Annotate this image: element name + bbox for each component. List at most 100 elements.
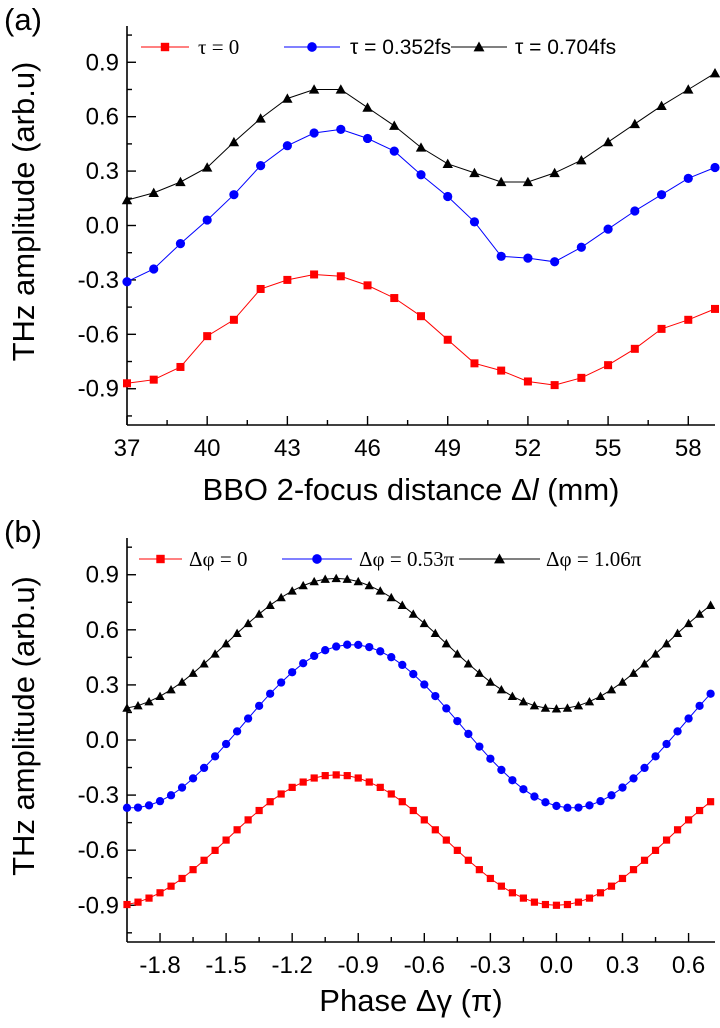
y-tick-label: -0.9 <box>78 892 119 919</box>
y-axis-title: THz amplitude (arb.u) <box>6 62 41 362</box>
data-point <box>550 381 559 390</box>
data-point <box>177 677 187 686</box>
data-point <box>298 580 308 590</box>
data-point <box>202 215 212 225</box>
x-tick-label: -0.3 <box>470 952 511 979</box>
data-point <box>299 778 307 786</box>
data-point <box>389 146 399 156</box>
data-point <box>188 668 198 677</box>
data-point <box>386 592 396 602</box>
x-axis-title-part: Δγ <box>416 983 453 1018</box>
data-point <box>178 874 186 883</box>
data-point <box>442 836 450 844</box>
data-point <box>497 765 506 775</box>
data-point <box>254 701 264 710</box>
data-point <box>508 889 516 897</box>
data-point <box>496 251 506 261</box>
y-tick-label: 0.9 <box>86 49 119 76</box>
x-axis-title-part: Δ <box>511 472 532 507</box>
data-point <box>573 700 584 710</box>
x-axis-title-part: BBO 2-focus distance <box>203 472 511 507</box>
legend-label: Δφ = 0 <box>189 547 247 571</box>
x-tick-label: 37 <box>114 435 141 462</box>
data-point <box>288 783 296 791</box>
y-tick-label: -0.3 <box>78 782 119 809</box>
data-point <box>523 253 533 263</box>
data-point <box>474 668 485 677</box>
data-point <box>122 803 132 812</box>
data-point <box>420 680 429 689</box>
data-point <box>562 703 573 712</box>
data-point <box>287 586 297 595</box>
data-point <box>453 846 461 854</box>
data-point <box>523 377 532 386</box>
data-point <box>243 714 253 723</box>
data-point <box>277 678 286 687</box>
data-point <box>210 752 220 761</box>
data-point <box>299 659 308 668</box>
data-point <box>416 170 426 180</box>
data-point <box>210 649 220 658</box>
x-tick-label: -1.5 <box>205 952 246 979</box>
data-point <box>155 691 165 701</box>
data-point <box>431 691 440 701</box>
series-0 <box>123 270 719 390</box>
data-point <box>629 118 641 129</box>
data-point <box>563 900 572 909</box>
legend-label: Δφ = 1.06π <box>546 547 642 571</box>
data-point <box>123 900 131 909</box>
data-point <box>277 790 285 798</box>
y-tick-label: 0.3 <box>86 672 119 699</box>
legend-marker <box>307 42 317 52</box>
data-point <box>508 776 517 785</box>
data-point <box>628 668 639 677</box>
data-point <box>595 691 606 701</box>
x-tick-label: 0.3 <box>606 952 639 979</box>
x-tick-label: -1.8 <box>139 952 180 979</box>
panel-label: (a) <box>4 2 42 37</box>
data-point <box>244 816 252 824</box>
data-point <box>229 190 239 200</box>
data-point <box>145 894 153 902</box>
data-point <box>463 659 474 668</box>
data-point <box>574 898 583 906</box>
data-point <box>256 161 266 171</box>
legend: Δφ = 0 Δφ = 0.53π Δφ = 1.06π <box>139 547 642 571</box>
data-point <box>683 618 694 628</box>
data-point <box>640 763 649 773</box>
series-line <box>126 577 711 710</box>
data-point <box>415 142 427 152</box>
data-point <box>585 801 594 810</box>
data-point <box>486 874 494 883</box>
data-point <box>497 882 505 890</box>
data-point <box>332 771 340 779</box>
legend-marker <box>312 554 322 564</box>
data-point <box>229 315 238 324</box>
data-point <box>321 646 330 655</box>
x-axis-title: BBO 2-focus distance Δl (mm) <box>203 472 620 507</box>
data-point <box>375 586 385 595</box>
data-point <box>640 856 649 864</box>
data-point <box>541 798 550 807</box>
data-point <box>362 133 373 144</box>
series-1 <box>122 640 715 812</box>
x-tick-label: 52 <box>515 435 542 462</box>
x-axis-title: Phase Δγ (π) <box>319 983 502 1018</box>
data-point <box>684 816 693 824</box>
data-point <box>475 866 483 874</box>
data-point <box>576 242 586 252</box>
data-point <box>155 797 165 806</box>
data-point <box>684 714 693 723</box>
data-point <box>530 792 539 801</box>
data-point <box>387 653 396 662</box>
data-point <box>519 785 528 794</box>
y-tick-label: 0.0 <box>86 213 119 240</box>
data-point <box>200 856 208 864</box>
data-point <box>602 136 614 147</box>
data-point <box>336 272 345 281</box>
series-2 <box>121 67 720 205</box>
data-point <box>661 638 672 648</box>
data-point <box>353 576 363 586</box>
data-point <box>203 332 212 341</box>
data-point <box>475 742 484 751</box>
